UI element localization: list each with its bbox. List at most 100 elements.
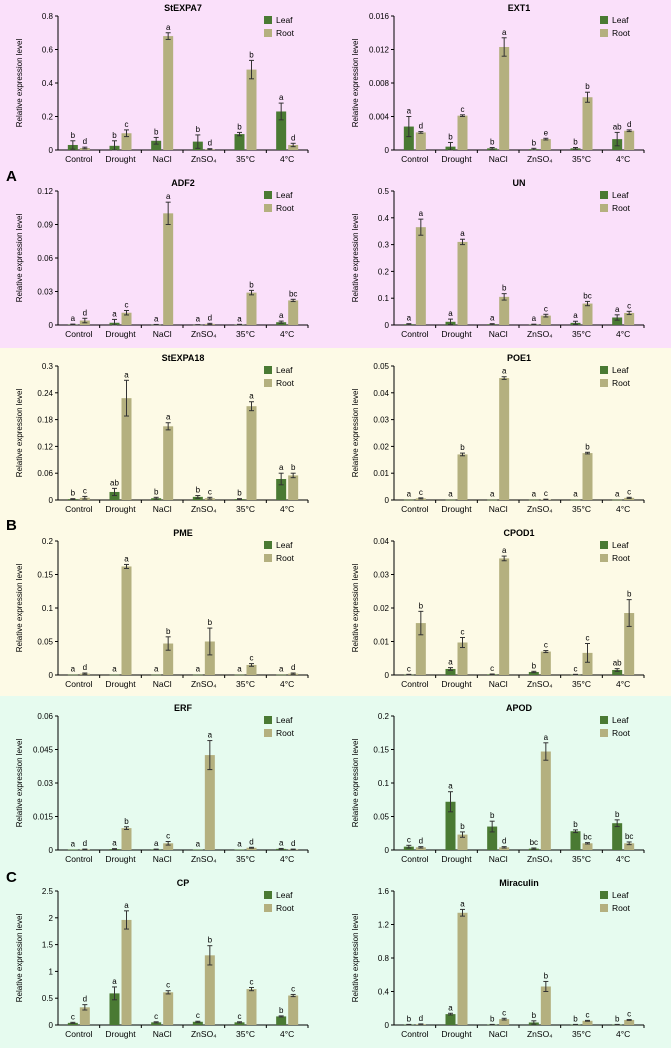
category-label: Drought	[105, 679, 136, 689]
significance-letter: a	[166, 23, 171, 32]
significance-letter: a	[407, 314, 412, 323]
significance-letter: c	[166, 832, 170, 841]
y-tick-label: 0.09	[37, 221, 53, 230]
significance-letter: ab	[110, 478, 119, 487]
significance-letter: d	[291, 133, 295, 142]
bar-root	[582, 1020, 593, 1025]
significance-letter: a	[249, 392, 254, 401]
legend-swatch-leaf	[264, 716, 272, 724]
category-label: ZnSO₄	[527, 854, 553, 864]
legend-label-root: Root	[276, 728, 295, 738]
bar-root	[457, 642, 468, 675]
legend-swatch-root	[264, 204, 272, 212]
y-tick-label: 0.03	[373, 571, 389, 580]
chart-stexpa7: StEXPA7 Relative expression level 0 0.2 0.4 0…	[15, 3, 309, 164]
significance-letter: b	[573, 1014, 578, 1023]
significance-letter: a	[279, 93, 284, 102]
significance-letter: c	[461, 627, 465, 636]
significance-letter: c	[238, 1012, 242, 1021]
bar-root	[288, 144, 299, 150]
significance-letter: c	[83, 486, 87, 495]
significance-letter: b	[585, 442, 590, 451]
bar-root	[204, 955, 215, 1025]
category-label: 4°C	[616, 504, 630, 514]
category-label: Control	[65, 154, 93, 164]
significance-letter: c	[627, 487, 631, 496]
panel-c-background	[0, 696, 671, 1048]
y-axis-label: Relative expression level	[15, 214, 24, 303]
bar-root	[288, 995, 299, 1025]
chart-poe1: POE1 Relative expression level 0 0.01 0.02 0.…	[351, 353, 645, 514]
y-tick-label: 0.02	[373, 604, 389, 613]
y-tick-label: 0.2	[378, 267, 390, 276]
panel-a-background	[0, 0, 671, 348]
category-label: NaCl	[153, 679, 172, 689]
category-label: Drought	[105, 1029, 136, 1039]
category-label: Control	[401, 504, 429, 514]
y-tick-label: 1.2	[378, 921, 390, 930]
bar-root	[582, 453, 593, 500]
significance-letter: b	[627, 590, 632, 599]
y-tick-label: 0.3	[378, 241, 390, 250]
category-label: Drought	[105, 329, 136, 339]
y-tick-label: 0.008	[369, 79, 390, 88]
significance-letter: a	[448, 782, 453, 791]
significance-letter: a	[419, 209, 424, 218]
bar-root	[121, 312, 132, 325]
chart-cpod1: CPOD1 Relative expression level 0 0.01 0.02 0…	[351, 528, 645, 689]
bar-leaf	[109, 674, 120, 676]
significance-letter: d	[627, 120, 631, 129]
chart-stexpa18: StEXPA18 Relative expression level 0 0.06 0.…	[15, 353, 309, 514]
legend-swatch-root	[600, 904, 608, 912]
category-label: NaCl	[489, 154, 508, 164]
y-tick-label: 0.06	[37, 254, 53, 263]
y-tick-label: 0	[385, 321, 390, 330]
y-tick-label: 0.004	[369, 113, 390, 122]
bar-root	[163, 213, 174, 325]
bar-root	[163, 36, 174, 150]
significance-letter: b	[196, 125, 201, 134]
legend-label-root: Root	[612, 28, 631, 38]
legend-label-leaf: Leaf	[612, 15, 629, 25]
bar-root	[121, 828, 132, 850]
significance-letter: a	[237, 665, 242, 674]
chart-title: APOD	[506, 703, 533, 713]
category-label: 35°C	[572, 1029, 591, 1039]
panel-label-c: C	[6, 869, 17, 886]
y-axis-label: Relative expression level	[351, 564, 360, 653]
bar-leaf	[276, 111, 287, 150]
category-label: 35°C	[236, 679, 255, 689]
category-label: 35°C	[236, 854, 255, 864]
category-label: 4°C	[616, 854, 630, 864]
bar-root	[163, 992, 174, 1025]
significance-letter: b	[279, 1006, 284, 1015]
bar-root	[624, 497, 635, 500]
significance-letter: b	[196, 486, 201, 495]
bar-root	[624, 130, 635, 150]
bar-leaf	[192, 674, 203, 676]
bar-leaf	[445, 668, 456, 675]
significance-letter: ab	[613, 659, 622, 668]
bar-root	[540, 139, 551, 150]
category-label: Control	[65, 504, 93, 514]
bar-root	[246, 292, 257, 325]
significance-letter: b	[460, 822, 465, 831]
y-tick-label: 0.06	[37, 712, 53, 721]
significance-letter: d	[419, 122, 423, 131]
bar-leaf	[67, 674, 78, 676]
y-axis-label: Relative expression level	[351, 389, 360, 478]
bar-leaf	[612, 823, 623, 850]
bar-root	[246, 664, 257, 675]
category-label: NaCl	[153, 1029, 172, 1039]
bar-root	[121, 133, 132, 150]
y-axis-label: Relative expression level	[351, 214, 360, 303]
charts-layer: StEXPA7 Relative expression level 0 0.2 0.4 0…	[15, 3, 645, 1039]
y-axis-label: Relative expression level	[351, 914, 360, 1003]
category-label: NaCl	[489, 504, 508, 514]
bar-root	[288, 300, 299, 325]
significance-letter: c	[291, 984, 295, 993]
legend-swatch-root	[600, 204, 608, 212]
significance-letter: a	[544, 733, 549, 742]
significance-letter: a	[448, 309, 453, 318]
